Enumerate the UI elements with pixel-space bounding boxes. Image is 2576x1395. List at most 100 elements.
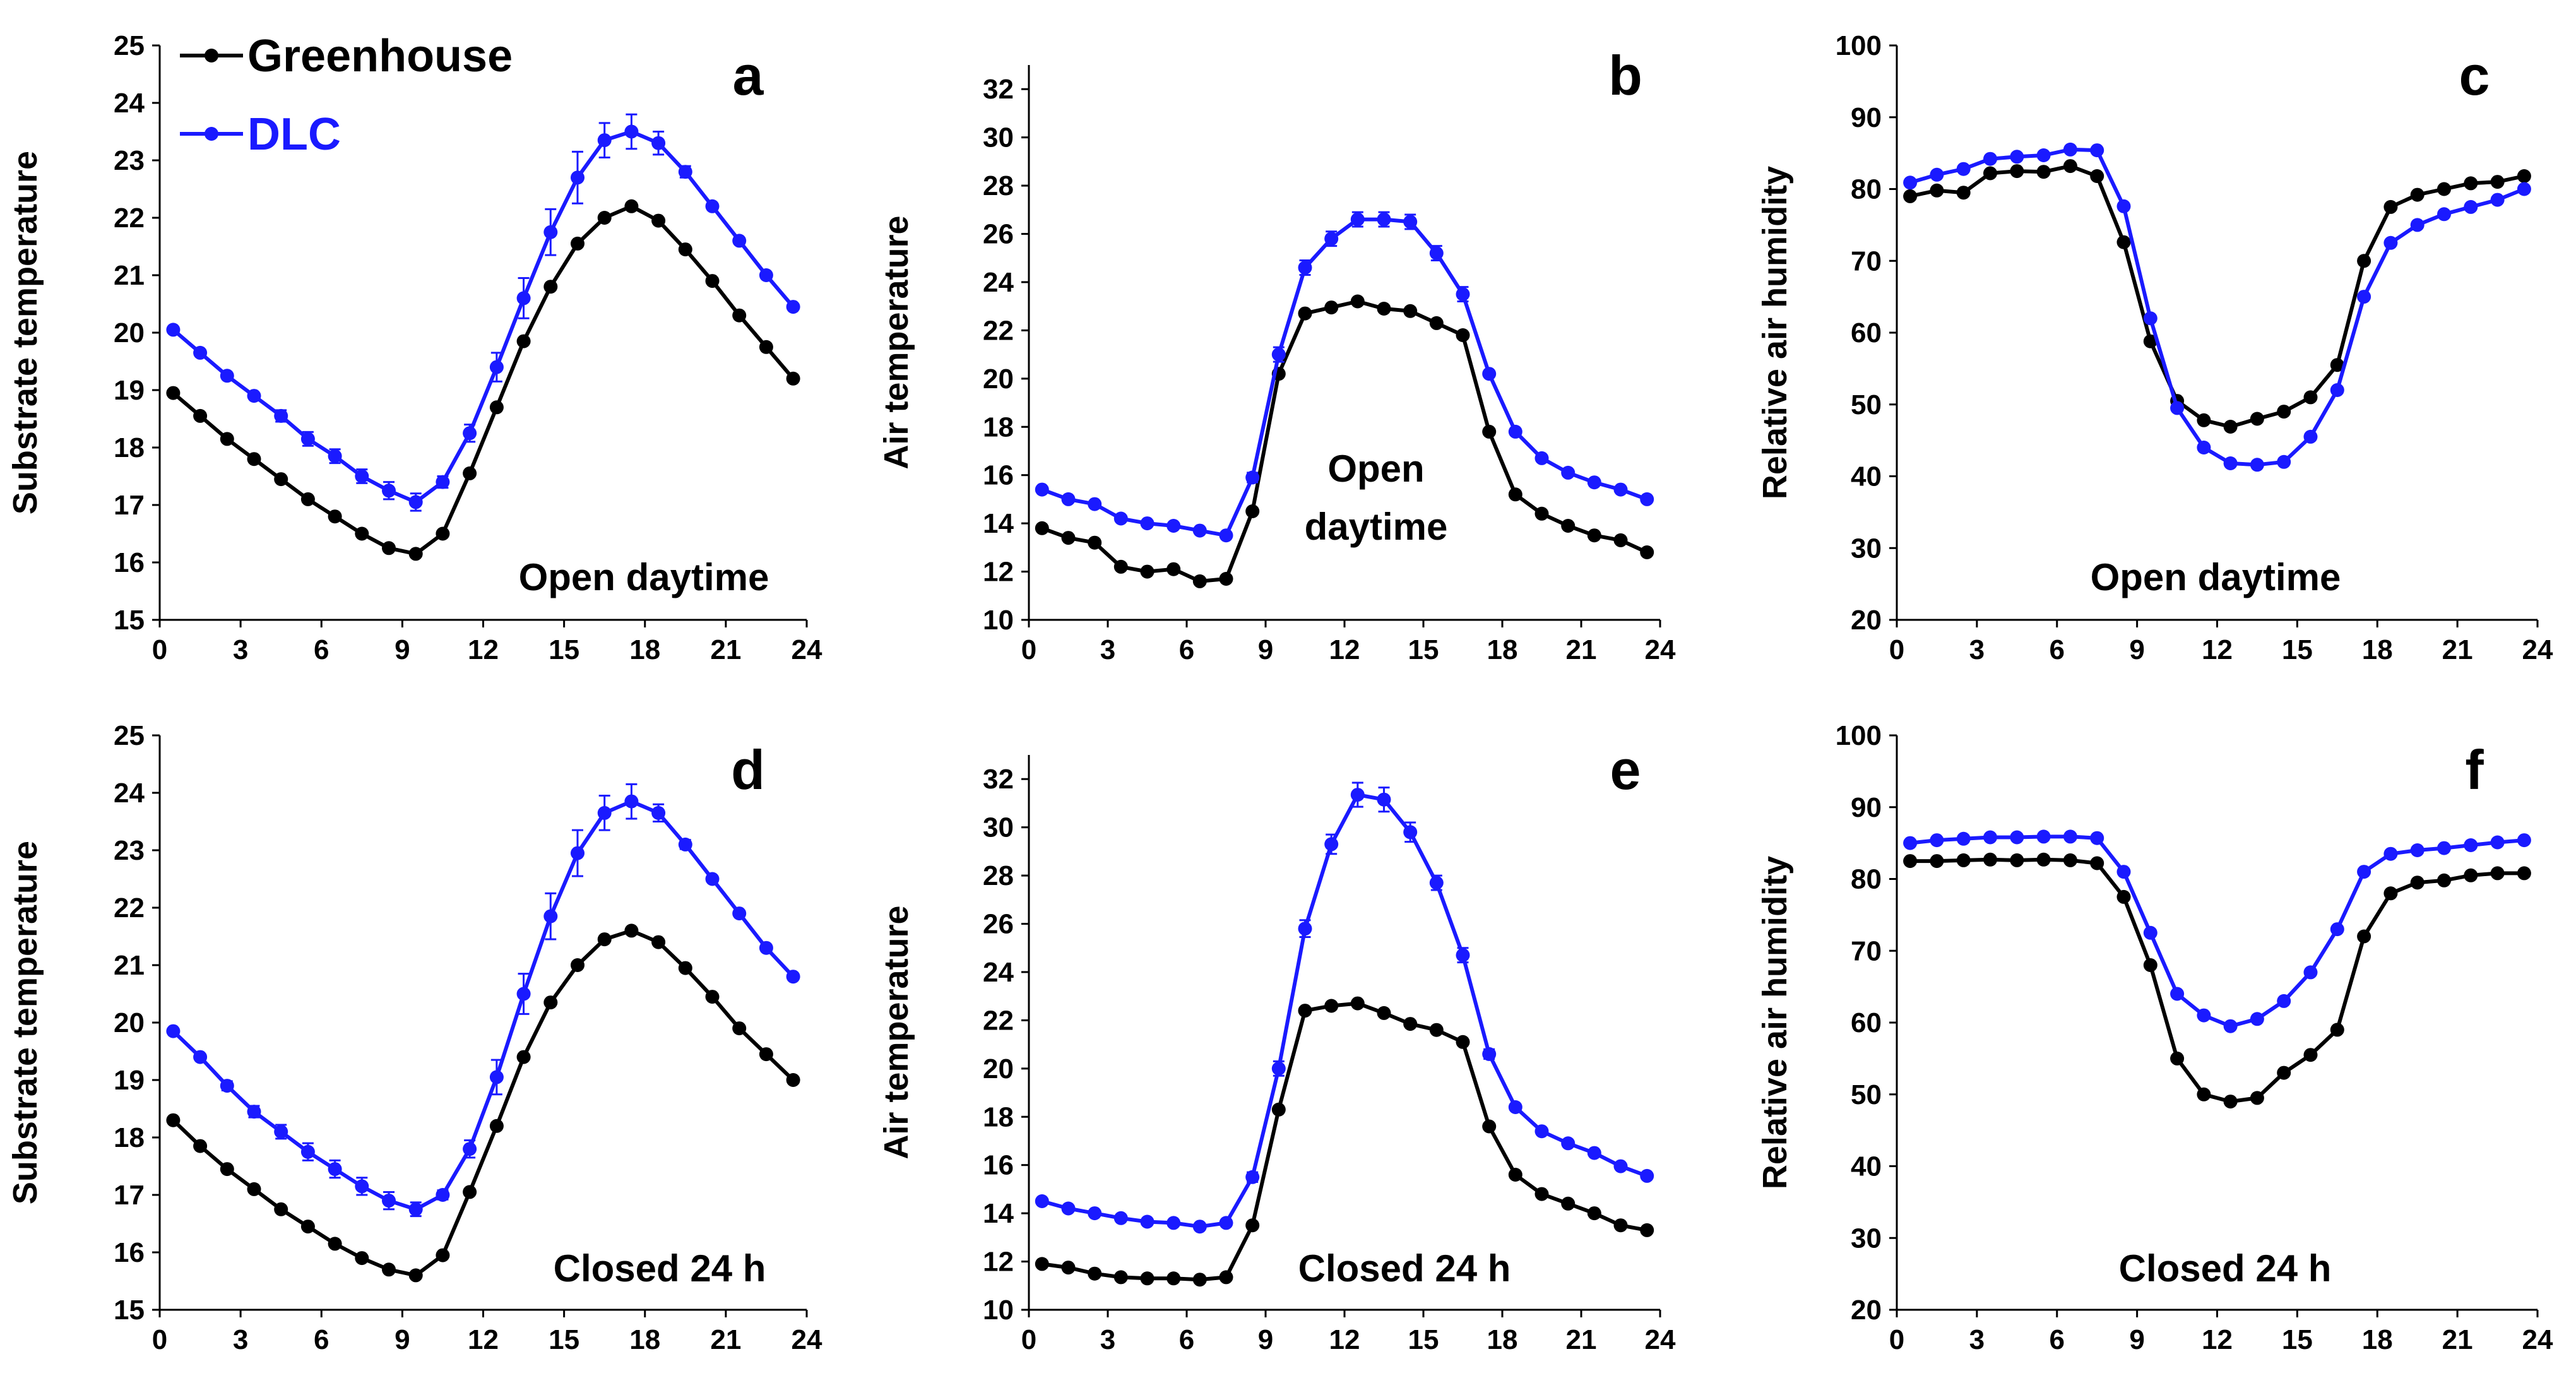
x-tick-label: 24 [1645, 1324, 1676, 1355]
x-tick-label: 15 [549, 1324, 579, 1355]
data-point [571, 170, 585, 185]
data-point [759, 268, 773, 282]
data-point [1956, 186, 1971, 200]
x-tick-label: 15 [1408, 634, 1439, 665]
data-point [300, 1144, 315, 1159]
data-point [1983, 852, 1997, 867]
data-point [1061, 1201, 1076, 1216]
series-dlc [1035, 211, 1654, 543]
x-tick-label: 18 [2362, 634, 2393, 665]
y-tick-label: 14 [983, 508, 1014, 539]
y-tick-label: 100 [1836, 720, 1882, 751]
data-point [2116, 235, 2131, 249]
data-point [408, 1202, 423, 1216]
data-point [2277, 994, 2291, 1008]
data-point [1403, 825, 1418, 840]
data-point [1192, 523, 1207, 538]
data-point [1140, 1271, 1154, 1286]
data-point [2036, 148, 2051, 162]
data-point [355, 526, 369, 541]
x-tick-label: 6 [2050, 1324, 2065, 1355]
y-tick-label: 30 [1851, 533, 1882, 564]
data-point [1298, 922, 1312, 936]
data-point [1534, 1124, 1549, 1139]
x-tick-label: 24 [792, 634, 822, 665]
data-point [2303, 390, 2318, 405]
y-tick-label: 20 [114, 318, 145, 348]
data-point [1903, 854, 1918, 869]
data-point [543, 225, 558, 239]
y-tick-label: 20 [983, 1054, 1014, 1084]
y-tick-label: 24 [983, 957, 1014, 988]
series-greenhouse [1035, 294, 1654, 588]
x-tick-label: 12 [468, 634, 499, 665]
data-point [2223, 456, 2238, 470]
data-point [166, 323, 181, 337]
data-point [571, 236, 585, 251]
data-point [1508, 1100, 1522, 1114]
data-point [328, 449, 342, 463]
panel-annotation: Open daytime [519, 556, 769, 598]
data-point [1219, 1270, 1233, 1285]
data-point [2170, 401, 2185, 415]
data-point [1271, 347, 1286, 362]
data-point [571, 846, 585, 860]
y-tick-label: 15 [114, 1295, 145, 1326]
x-tick-label: 15 [2282, 634, 2313, 665]
data-point [2010, 853, 2024, 867]
y-tick-label: 20 [1851, 605, 1882, 636]
data-point [300, 432, 315, 446]
data-point [1508, 1168, 1522, 1182]
data-point [220, 369, 234, 383]
data-point [624, 923, 639, 938]
data-point [166, 386, 181, 400]
y-tick-label: 22 [983, 1005, 1014, 1036]
x-tick-label: 12 [1329, 634, 1360, 665]
data-point [2116, 889, 2131, 904]
data-point [1456, 328, 1470, 342]
series-line [1042, 1001, 1647, 1282]
data-point [2517, 182, 2531, 196]
data-point [705, 199, 720, 213]
x-tick-label: 0 [1889, 1324, 1904, 1355]
data-point [2303, 965, 2318, 980]
data-point [166, 1113, 181, 1127]
y-tick-label: 19 [114, 375, 145, 406]
data-point [732, 234, 747, 248]
x-tick-label: 24 [2522, 634, 2553, 665]
data-point [786, 970, 800, 984]
data-point [543, 280, 558, 294]
y-axis-label: Relative air humidity [1756, 166, 1794, 499]
x-tick-label: 12 [1329, 1324, 1360, 1355]
series-line [172, 929, 795, 1278]
data-point [463, 466, 477, 480]
data-point [1403, 304, 1418, 318]
panel-letter: f [2465, 739, 2484, 801]
series-dlc [166, 113, 800, 512]
y-tick-label: 32 [983, 764, 1014, 795]
panel-annotation: Closed 24 h [554, 1247, 766, 1290]
data-point [1983, 151, 1997, 166]
data-point [1219, 572, 1233, 586]
panel-annotation: Closed 24 h [2119, 1247, 2332, 1290]
data-point [220, 1162, 234, 1177]
x-tick-label: 0 [1021, 634, 1036, 665]
y-tick-label: 20 [983, 364, 1014, 395]
x-tick-label: 21 [2442, 1324, 2473, 1355]
data-point [274, 1124, 288, 1139]
data-point [1956, 831, 1971, 846]
x-tick-label: 6 [314, 1324, 329, 1355]
data-point [1508, 487, 1522, 502]
y-tick-label: 12 [983, 1247, 1014, 1278]
data-point [1482, 1119, 1497, 1134]
data-point [2437, 873, 2451, 887]
x-tick-label: 21 [2442, 634, 2473, 665]
data-point [355, 1251, 369, 1266]
y-tick-label: 25 [114, 30, 145, 61]
data-point [678, 837, 692, 852]
data-point [328, 1237, 342, 1251]
series-dlc [1903, 142, 2531, 472]
y-tick-label: 10 [983, 1295, 1014, 1326]
data-point [1640, 1223, 1654, 1237]
panel-annotation: Open daytime [2091, 556, 2341, 598]
